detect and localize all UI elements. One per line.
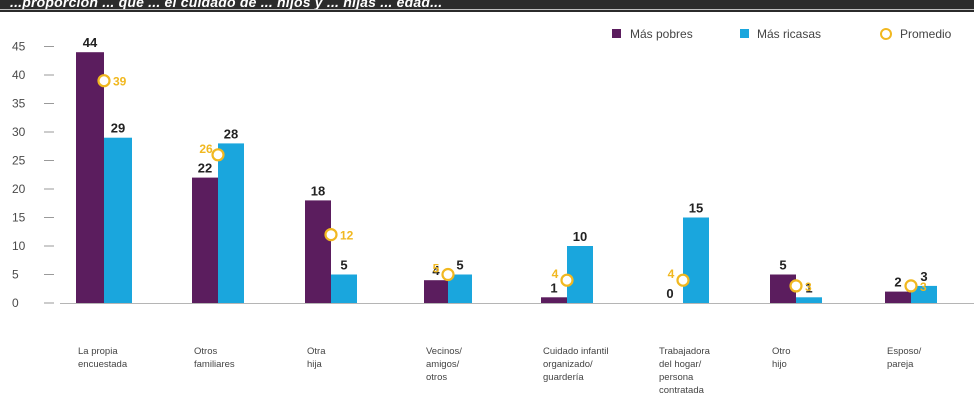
average-label: 5 [433,262,440,276]
category-label-line: Esposo/ [887,346,922,357]
y-tick-label: 20 [12,182,26,196]
average-marker [904,279,918,293]
legend-label-mas-pobres: Más pobres [630,27,693,41]
value-label-mas-ricasas: 3 [920,269,927,284]
average-label: 39 [113,75,127,89]
category-label-line: pareja [887,359,914,370]
category-label-line: Trabajadora [659,346,711,357]
bar-mas-ricasas [796,297,822,303]
value-label-mas-pobres: 2 [894,275,901,290]
legend-swatch-mas-pobres [612,29,621,38]
average-label: 3 [805,280,812,294]
average-label: 3 [920,280,927,294]
average-label: 12 [340,229,354,243]
header-fragment: ...proporción ... que ... el cuidado de … [10,0,443,10]
bar-mas-ricasas [331,274,357,303]
value-label-mas-pobres: 22 [198,161,212,176]
y-tick-label: 45 [12,40,26,54]
y-tick-label: 10 [12,239,26,253]
category-label-line: otros [426,372,447,383]
y-tick-label: 30 [12,125,26,139]
category-label: Otros familiares [194,346,235,370]
value-label-mas-pobres: 1 [550,280,557,295]
average-label: 26 [199,142,213,156]
bar-mas-pobres [424,280,448,303]
category-label-line: Vecinos/ [426,346,462,357]
value-label-mas-pobres: 44 [83,35,98,50]
legend-marker-promedio [880,28,892,40]
bar-mas-ricasas [567,246,593,303]
category-label-line: del hogar/ [659,359,702,370]
category-label: Esposo/pareja [887,346,922,370]
category-label-line: encuestada [78,359,128,370]
category-label: Otra hija [307,346,326,370]
average-marker [676,273,690,287]
category-label-line: Otros [194,346,217,357]
category-label-line: organizado/ [543,359,593,370]
category-label: La propia encuestada [78,346,128,370]
bar-mas-ricasas [683,217,709,303]
bar-mas-pobres [76,52,104,304]
y-tick-label: 40 [12,68,26,82]
legend-label-mas-ricasas: Más ricasas [757,27,821,41]
y-tick-label: 35 [12,97,26,111]
value-label-mas-ricasas: 28 [224,126,238,141]
y-tick-label: 5 [12,268,19,282]
chart-legend: Más pobres Más ricasas Promedio [612,27,952,41]
category-label-line: hija [307,359,323,370]
value-label-mas-ricasas: 15 [689,201,703,216]
category-labels-layer: La propia encuestada Otros familiares Otra hi… [78,346,922,396]
y-axis: 0 5 10 15 20 25 30 35 40 45 [12,40,54,310]
y-tick-label: 25 [12,154,26,168]
value-label-mas-ricasas: 5 [456,258,463,273]
category-label: Trabajadora del hogar/persona contratada [659,346,711,396]
header-rule [0,9,974,10]
bar-mas-pobres [305,200,331,303]
average-marker [324,228,338,242]
category-label-line: La propia [78,346,118,357]
bar-mas-ricasas [104,137,132,303]
value-label-mas-pobres: 5 [779,258,786,273]
category-label-line: Otro [772,346,790,357]
category-label-line: contratada [659,385,705,396]
legend-swatch-mas-ricasas [740,29,749,38]
value-label-mas-ricasas: 10 [573,229,587,244]
value-label-mas-ricasas: 5 [340,258,347,273]
category-label-line: hijo [772,359,787,370]
category-label-line: guardería [543,372,584,383]
legend-label-promedio: Promedio [900,27,952,41]
bar-mas-pobres [541,297,567,303]
bars-layer [76,52,937,304]
value-label-mas-ricasas: 1 [805,280,812,295]
category-label-line: amigos/ [426,359,460,370]
bar-mas-pobres [885,291,911,303]
average-marker [560,273,574,287]
value-label-mas-pobres: 4 [432,263,440,278]
category-label-line: Otra [307,346,326,357]
y-tick-label: 15 [12,211,26,225]
category-label-line: persona [659,372,694,383]
category-label: Otro hijo [772,346,790,370]
average-label: 4 [668,267,675,281]
average-label: 4 [552,267,559,281]
category-label-line: familiares [194,359,235,370]
y-tick-label: 0 [12,296,19,310]
average-marker [789,279,803,293]
value-label-mas-ricasas: 29 [111,121,125,136]
category-label: Vecinos/amigos/otros [426,346,462,383]
header-bar: ...proporción ... que ... el cuidado de … [0,0,974,12]
average-marker [97,74,111,88]
category-label: Cuidado infantil organizado/guardería [543,346,609,383]
bar-mas-pobres [192,177,218,303]
value-label-mas-pobres: 18 [311,183,325,198]
bar-mas-ricasas [218,143,244,303]
average-marker [441,267,455,282]
bar-mas-ricasas [911,285,937,303]
value-label-mas-pobres: 0 [666,286,673,301]
average-marker [211,148,225,162]
category-label-line: Cuidado infantil [543,346,609,357]
